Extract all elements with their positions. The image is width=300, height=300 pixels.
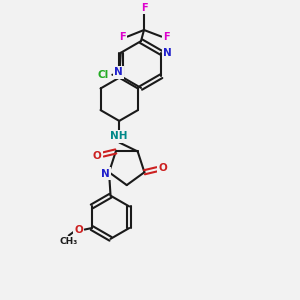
Text: O: O (93, 151, 102, 161)
Text: N: N (164, 48, 172, 58)
Text: F: F (141, 3, 147, 13)
Text: F: F (164, 32, 170, 42)
Text: F: F (119, 32, 125, 42)
Text: N: N (114, 67, 123, 77)
Text: NH: NH (110, 131, 127, 142)
Text: N: N (101, 169, 110, 179)
Text: O: O (159, 163, 167, 173)
Text: Cl: Cl (98, 70, 109, 80)
Text: O: O (74, 224, 83, 235)
Text: CH₃: CH₃ (59, 237, 77, 246)
